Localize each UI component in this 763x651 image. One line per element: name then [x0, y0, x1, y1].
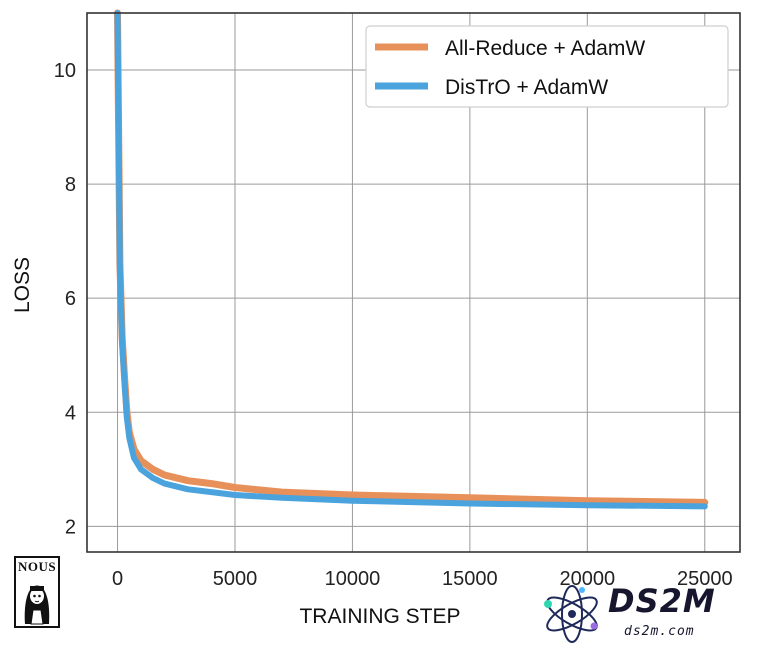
atom-icon	[544, 585, 598, 643]
x-tick-label: 15000	[442, 568, 498, 590]
legend-label-distro: DisTrO + AdamW	[445, 76, 608, 99]
legend-box	[365, 25, 729, 108]
y-tick-label: 10	[54, 60, 76, 82]
nous-logo-text: NOUS	[18, 559, 57, 574]
x-tick-label: 5000	[213, 568, 258, 590]
y-tick-label: 6	[65, 288, 76, 310]
y-axis-label: LOSS	[11, 257, 34, 313]
nous-logo: NOUS	[14, 556, 60, 628]
y-tick-label: 8	[65, 174, 76, 196]
legend-label-all-reduce: All-Reduce + AdamW	[445, 37, 645, 60]
watermark-subtitle: ds2m.com	[624, 624, 695, 639]
x-tick-label: 10000	[325, 568, 381, 590]
x-axis-label: TRAINING STEP	[299, 605, 460, 628]
x-tick-label: 0	[112, 568, 123, 590]
y-tick-label: 2	[65, 516, 76, 538]
x-tick-label: 25000	[677, 568, 733, 590]
legend: All-Reduce + AdamW DisTrO + AdamW	[365, 25, 729, 108]
ds2m-watermark: DS2M ds2m.com	[538, 582, 758, 644]
y-tick-labels: 2 4 6 8 10	[54, 60, 76, 538]
x-tick-label: 20000	[560, 568, 616, 590]
portrait-icon	[24, 585, 50, 625]
series-lines	[114, 9, 709, 510]
y-tick-label: 4	[65, 402, 76, 424]
watermark-title: DS2M	[608, 582, 716, 620]
series-line-distro	[114, 10, 708, 510]
x-tick-labels: 0 5000 10000 15000 20000 25000	[112, 568, 733, 590]
plot-frame	[86, 12, 741, 553]
